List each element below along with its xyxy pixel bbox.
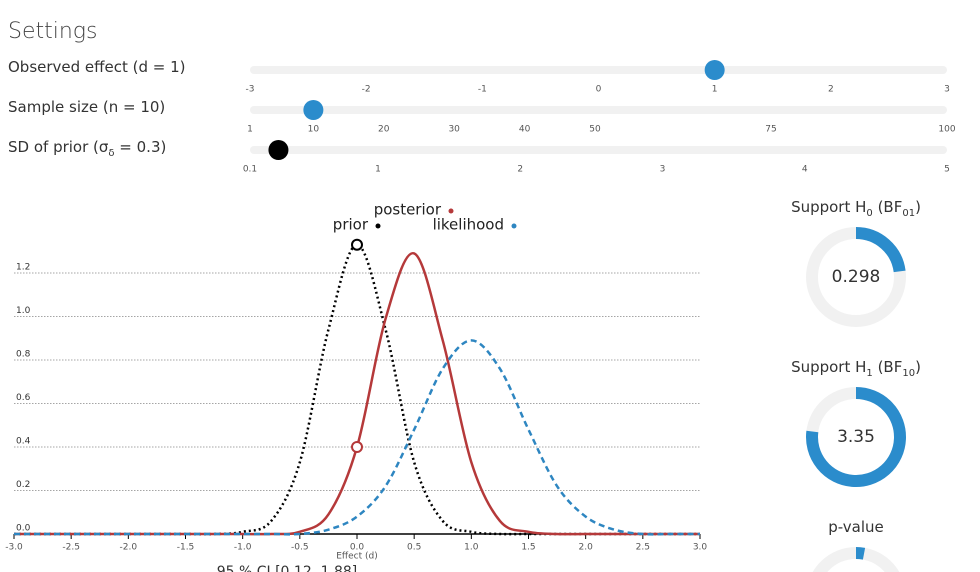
gauge-arc (855, 547, 866, 560)
slider-label-part: SD of prior (σ (8, 138, 109, 156)
x-tick-label: 3.0 (693, 543, 708, 553)
slider-thumb[interactable] (704, 60, 725, 80)
density-curve (13, 339, 700, 536)
gauge-arc (806, 387, 906, 487)
slider-label-part: Sample size (n = 10) (8, 98, 165, 116)
x-tick-label: 2.0 (579, 543, 594, 553)
legend-label: posterior (374, 201, 442, 219)
slider-tick-label: 20 (378, 125, 390, 135)
x-tick-label: 1.5 (521, 543, 535, 553)
gauge-title-part: 10 (902, 368, 915, 379)
x-tick-label: -2.0 (120, 543, 138, 553)
slider-tick-label: 100 (938, 125, 955, 135)
gauge-title: Support H0 (BF01) (791, 198, 921, 219)
slider-label-part: δ (108, 148, 114, 159)
x-tick-label: 2.5 (636, 543, 650, 553)
gauge-title-part: ) (915, 358, 921, 376)
gauge-title-part: ) (915, 198, 921, 216)
slider-tick-label: 1 (712, 85, 718, 95)
x-tick-label: -3.0 (5, 543, 23, 553)
x-tick-label: -1.0 (234, 543, 252, 553)
slider-tick-label: 50 (589, 125, 601, 135)
slider-label-part: Observed effect (d = 1) (8, 58, 186, 76)
gauge-title-part: 1 (866, 368, 872, 379)
y-tick-label: 0.4 (16, 437, 31, 447)
gauge-title-part: Support H (791, 358, 866, 376)
gauge-title-part: (BF (873, 358, 903, 376)
slider-tick-label: 2 (517, 165, 523, 175)
slider-tick-label: 5 (944, 165, 950, 175)
slider-label: Observed effect (d = 1) (8, 58, 186, 76)
gauge-title-part: p-value (828, 518, 884, 536)
ci-annotation: 95 % CI [0.12, 1.88] (217, 564, 358, 572)
legend-dot (511, 223, 517, 229)
zero-marker (351, 441, 363, 453)
gauge-value: 3.35 (837, 427, 875, 447)
slider-tick-label: 4 (802, 165, 808, 175)
slider-tick-label: 30 (448, 125, 460, 135)
slider-tick-label: -1 (478, 85, 487, 95)
y-tick-label: 0.6 (16, 393, 31, 403)
legend-dot (448, 208, 454, 214)
gauge-title-part: 0 (866, 208, 872, 219)
y-tick-label: 0.8 (16, 350, 31, 360)
gauge-title-part: 01 (902, 208, 915, 219)
legend-dot (375, 223, 381, 229)
x-tick-label: -0.5 (291, 543, 309, 553)
slider-tick-label: 0 (596, 85, 602, 95)
gauge-title-part: Support H (791, 198, 866, 216)
gauge-value: 0.298 (832, 267, 881, 287)
slider-tick-label: 2 (828, 85, 834, 95)
gauge-title: p-value (828, 518, 884, 536)
slider-tick-label: 1 (375, 165, 381, 175)
density-curve (13, 252, 700, 536)
slider-label-part: = 0.3) (115, 138, 167, 156)
x-tick-label: 1.0 (464, 543, 479, 553)
x-tick-label: -2.5 (62, 543, 80, 553)
slider-track[interactable] (250, 66, 947, 74)
slider-tick-label: 0.1 (243, 165, 257, 175)
slider-tick-label: -2 (362, 85, 371, 95)
slider-tick-label: 3 (660, 165, 666, 175)
slider-tick-label: 10 (308, 125, 320, 135)
slider-thumb[interactable] (303, 100, 324, 120)
slider-tick-label: 75 (765, 125, 776, 135)
slider-tick-label: -3 (246, 85, 255, 95)
x-axis-label: Effect (d) (336, 552, 378, 562)
y-tick-label: 0.2 (16, 480, 30, 490)
gauge-title-part: (BF (873, 198, 903, 216)
slider-tick-label: 3 (944, 85, 950, 95)
gauge-title: Support H1 (BF10) (791, 358, 921, 379)
slider-tick-label: 40 (519, 125, 531, 135)
slider-thumb[interactable] (268, 140, 289, 160)
settings-title: Settings (8, 19, 97, 44)
y-tick-label: 0.0 (16, 524, 31, 534)
y-tick-label: 1.0 (16, 306, 31, 316)
slider-label: SD of prior (σδ = 0.3) (8, 138, 166, 159)
legend-label: likelihood (433, 216, 504, 234)
slider-track[interactable] (250, 106, 947, 114)
slider-tick-label: 1 (247, 125, 253, 135)
x-tick-label: 0.0 (350, 543, 365, 553)
slider-track[interactable] (250, 146, 947, 154)
x-tick-label: -1.5 (177, 543, 195, 553)
y-tick-label: 1.2 (16, 263, 30, 273)
gauge-arc (855, 227, 906, 273)
x-tick-label: 0.5 (407, 543, 421, 553)
zero-marker (351, 238, 363, 251)
slider-label: Sample size (n = 10) (8, 98, 165, 116)
legend-label: prior (333, 216, 369, 234)
